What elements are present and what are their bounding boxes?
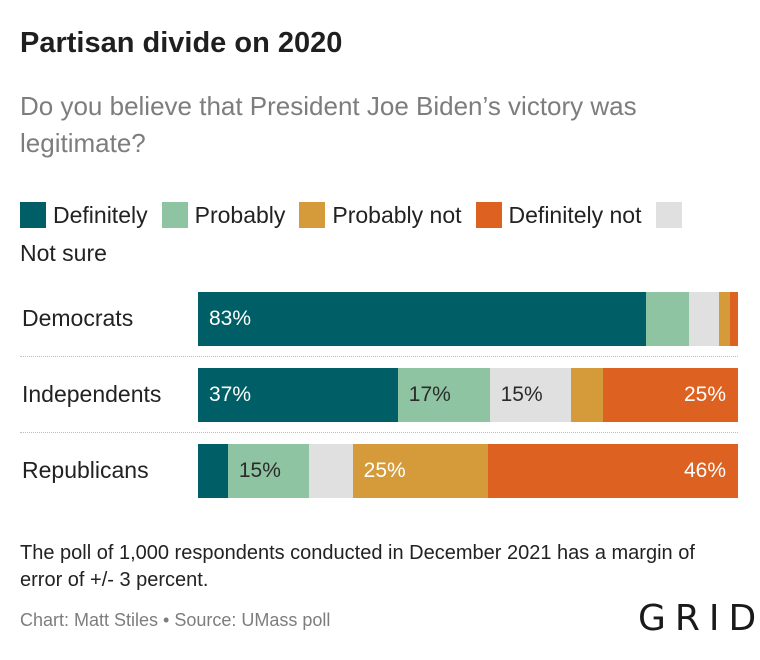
category-label: Republicans [22,457,149,483]
bar-segment [198,444,228,498]
legend-item: Probably [161,202,286,228]
data-label: 25% [363,459,406,482]
data-label: 46% [683,459,726,482]
data-label: 15% [500,383,543,406]
data-label: 15% [238,459,281,482]
source-credit: Chart: Matt Stiles • Source: UMass poll [20,610,331,630]
grid-logo: GRID [638,598,760,639]
legend-item: Definitely [20,202,148,228]
bar-segment [689,292,720,346]
legend-item: Definitely not [475,202,642,228]
bar-segment [719,292,730,346]
legend-swatch [475,202,502,228]
chart-title: Partisan divide on 2020 [20,27,343,59]
legend-item: Not sure [20,202,689,266]
row-divider [20,432,738,433]
category-label: Independents [22,381,162,407]
legend-swatch [299,202,326,228]
bar-segment [729,292,738,346]
chart-subtitle: Do you believe that President Joe Biden’… [20,91,637,158]
legend-swatch [20,202,46,228]
legend-label: Probably [194,202,286,228]
bar-segment [570,368,603,422]
bar-segment [397,368,490,422]
bar-segment [198,368,398,422]
bar-segment [489,368,571,422]
bar-segment [309,444,353,498]
legend: Definitely Probably Probably not Definitely… [20,196,720,272]
category-label: Democrats [22,305,134,331]
legend-label: Definitely not [508,202,642,228]
data-label: 37% [209,383,252,406]
row-divider [20,356,738,357]
legend-item: Probably not [299,202,462,228]
legend-label: Definitely [53,202,148,228]
bar-segment [198,292,647,346]
bar-segment [352,444,489,498]
legend-swatch [655,202,682,228]
bar-segment [488,444,738,498]
legend-swatch [161,202,188,228]
footnote: The poll of 1,000 respondents conducted … [20,542,695,591]
legend-label: Not sure [20,240,107,266]
data-label: 25% [683,383,726,406]
data-label: 83% [209,307,252,330]
legend-label: Probably not [332,202,462,228]
bar-segment [227,444,310,498]
bar-segment [646,292,690,346]
bar-segment [603,368,738,422]
data-label: 17% [408,383,451,406]
